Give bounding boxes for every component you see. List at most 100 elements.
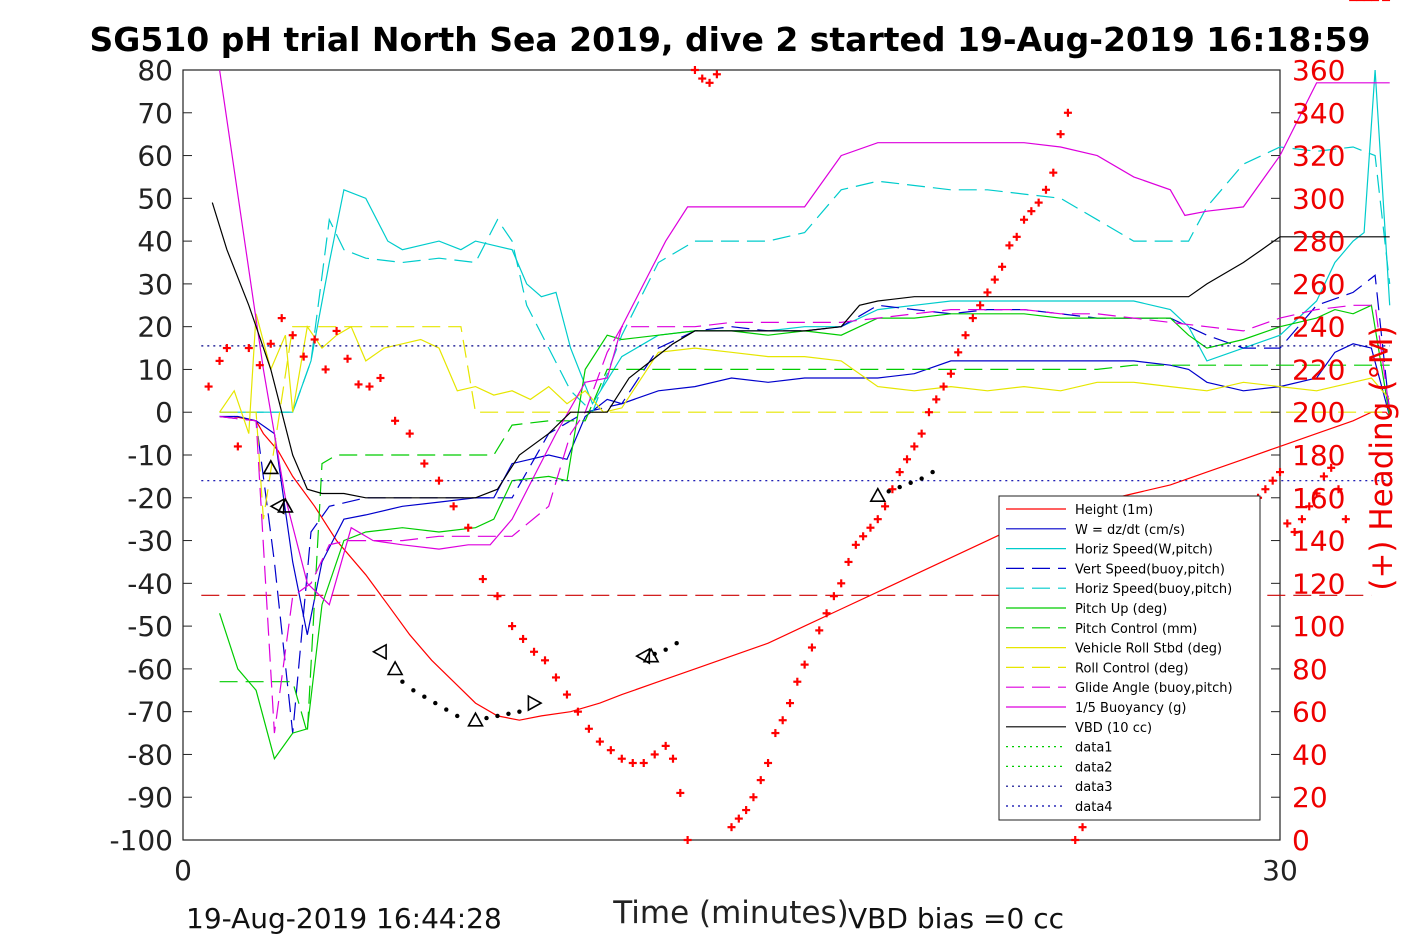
heading-point <box>434 476 443 485</box>
legend-entry: 1/5 Buoyancy (g) <box>1075 701 1186 716</box>
left-tick-label: 30 <box>137 268 173 301</box>
heading-point <box>244 344 253 353</box>
heading-point <box>910 442 919 451</box>
legend: Height (1m) W = dz/dt (cm/s) Horiz Speed(W… <box>998 495 1261 821</box>
height-dot <box>919 476 924 481</box>
x-tick-label: 30 <box>1262 854 1298 887</box>
heading-point <box>617 754 626 763</box>
heading-point <box>650 750 659 759</box>
left-tick-label: -30 <box>127 525 173 558</box>
footer-timestamp: 19-Aug-2019 16:44:28 <box>186 902 502 935</box>
left-tick-label: 60 <box>137 140 173 173</box>
x-axis: 0 30 <box>174 854 1298 887</box>
height-triangle-marker <box>869 486 887 503</box>
heading-point <box>277 314 286 323</box>
right-tick-label: 220 <box>1292 353 1345 386</box>
legend-entry: data1 <box>1075 741 1113 756</box>
left-tick-label: -70 <box>127 696 173 729</box>
legend-entry: VBD (10 cc) <box>1075 721 1152 736</box>
right-tick-label: 100 <box>1292 610 1345 643</box>
legend-entry: Horiz Speed(W,pitch) <box>1075 543 1213 558</box>
series-line-6 <box>219 364 1390 734</box>
heading-point <box>1041 185 1050 194</box>
height-dot <box>484 715 489 721</box>
right-tick-label: 300 <box>1292 182 1345 215</box>
heading-point <box>683 836 692 844</box>
height-triangle-marker <box>635 647 651 665</box>
heading-point <box>815 626 824 635</box>
heading-point <box>255 361 264 370</box>
heading-point <box>391 416 400 425</box>
heading-point <box>530 647 539 656</box>
left-tick-label: -50 <box>127 610 173 643</box>
height-triangle-marker <box>642 647 660 663</box>
right-tick-label: 240 <box>1292 311 1345 344</box>
right-tick-label: 200 <box>1292 396 1345 429</box>
right-tick-label: 20 <box>1292 781 1328 814</box>
heading-point <box>1078 823 1087 832</box>
heading-point <box>727 823 736 832</box>
left-tick-label: -10 <box>127 439 173 472</box>
right-tick-label: 40 <box>1292 738 1328 771</box>
heading-point <box>778 716 787 725</box>
heading-point <box>822 609 831 618</box>
height-triangle-marker <box>371 643 387 661</box>
series-line-8 <box>219 326 1390 520</box>
right-tick-label: 340 <box>1292 97 1345 130</box>
heading-point <box>365 382 374 391</box>
heading-point <box>562 690 571 699</box>
height-markers <box>262 459 935 727</box>
height-dot <box>506 711 511 717</box>
legend-entry: Roll Control (deg) <box>1075 661 1189 676</box>
heading-point <box>628 759 637 767</box>
legend-entry: data2 <box>1075 760 1113 775</box>
right-tick-label: 320 <box>1292 140 1345 173</box>
heading-point <box>771 729 780 738</box>
heading-point <box>215 356 224 365</box>
height-triangle-marker <box>277 497 294 513</box>
legend-entry: Height (1m) <box>1075 503 1153 518</box>
left-tick-label: 70 <box>137 97 173 130</box>
heading-point <box>859 532 868 541</box>
heading-point <box>606 746 615 755</box>
heading-point <box>983 288 992 297</box>
left-tick-label: -100 <box>109 824 173 857</box>
right-tick-label: 80 <box>1292 653 1328 686</box>
heading-point <box>961 331 970 340</box>
heading-point <box>932 395 941 404</box>
heading-point <box>954 348 963 357</box>
heading-point <box>946 369 955 378</box>
heading-point <box>493 592 502 601</box>
heading-point <box>478 575 487 584</box>
height-dot <box>908 480 913 486</box>
heading-point <box>990 275 999 284</box>
heading-point <box>639 759 648 767</box>
heading-point <box>1063 108 1072 117</box>
left-tick-label: -90 <box>127 781 173 814</box>
left-axis: 80 70 60 50 40 30 20 10 0 -10 -20 -30 -40 -50 -60 -70 -8… <box>109 54 192 857</box>
series-line-0 <box>234 411 1391 721</box>
height-dot <box>422 694 427 699</box>
heading-point <box>734 814 743 823</box>
heading-point <box>405 429 414 438</box>
series-line-4 <box>219 146 1391 414</box>
height-dot <box>897 484 902 490</box>
heading-point <box>888 485 897 494</box>
heading-point <box>551 673 560 682</box>
heading-point <box>449 502 458 511</box>
heading-point <box>881 502 890 511</box>
heading-point <box>1334 485 1343 494</box>
left-tick-label: -40 <box>127 567 173 600</box>
heading-point <box>998 262 1007 271</box>
heading-point <box>1049 168 1058 177</box>
right-tick-label: 360 <box>1292 54 1345 87</box>
chart-title: SG510 pH trial North Sea 2019, dive 2 st… <box>90 20 1371 59</box>
heading-point <box>354 380 363 389</box>
heading-point <box>1071 836 1080 844</box>
heading-point <box>661 741 670 750</box>
heading-point <box>851 540 860 549</box>
heading-point <box>1268 476 1277 485</box>
heading-point <box>749 793 758 802</box>
heading-point <box>321 365 330 374</box>
